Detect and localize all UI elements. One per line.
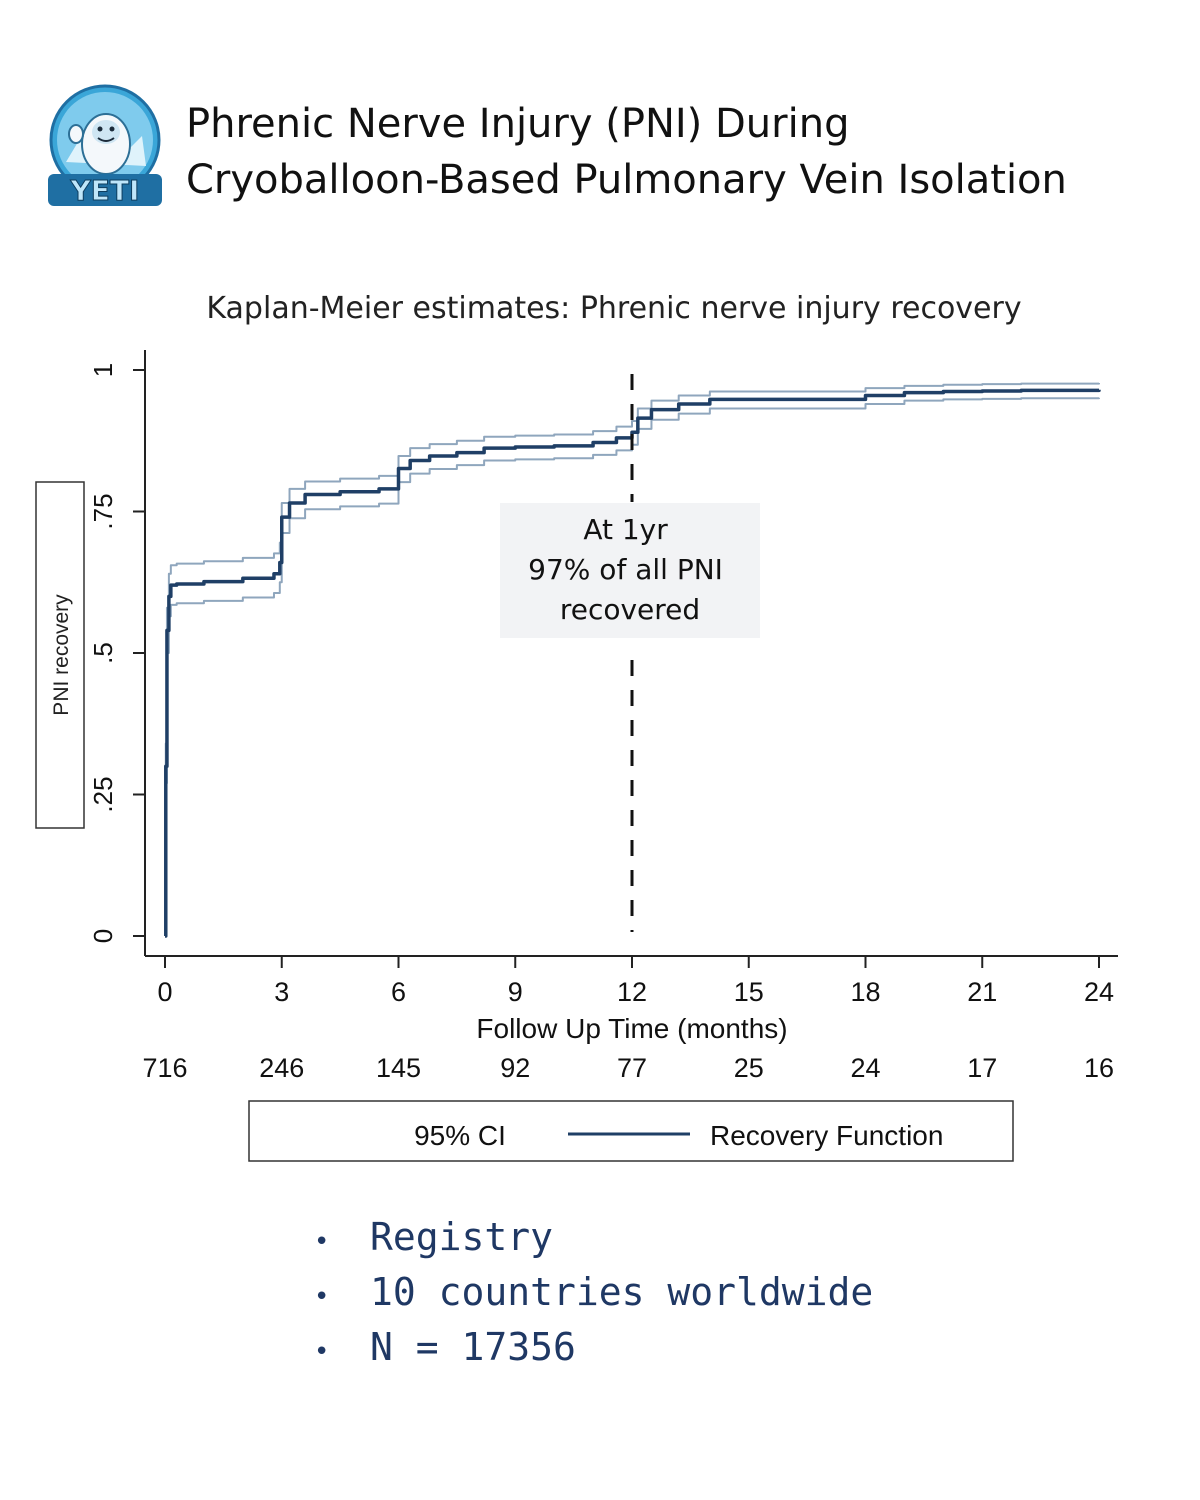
y-tick-label: 0 [88,929,118,943]
bullet-text: 10 countries worldwide [370,1270,874,1314]
x-tick-label: 0 [157,977,172,1007]
y-tick-label: .25 [88,776,118,812]
x-tick-label: 24 [1084,977,1114,1007]
at-risk-count: 145 [376,1053,421,1083]
bullet-marker: • [314,1337,330,1367]
svg-text:At 1yr 97% of all PNI: At 1yr 97% of all PNI recovered [528,513,732,626]
y-label-box [35,481,85,829]
page-title-line-1: Phrenic Nerve Injury (PNI) During [186,101,850,147]
at-risk-count: 17 [967,1053,997,1083]
km-chart: Kaplan-Meier estimates: Phrenic nerve in… [35,291,1118,1162]
page-title-line-2: Cryoballoon-Based Pulmonary Vein Isolati… [186,157,1067,203]
bullet-text: N = 17356 [370,1325,576,1369]
at-risk-count: 92 [500,1053,530,1083]
annotation-line-1: At 1yr [583,513,668,546]
legend-item-ci: 95% CI [414,1120,506,1151]
chart-title: Kaplan-Meier estimates: Phrenic nerve in… [206,291,1021,326]
y-ticks: 0 .25 .5 .75 1 [88,363,145,943]
logo-text: YETI [70,174,140,207]
x-tick-label: 12 [617,977,647,1007]
number-at-risk: 716 246 145 92 77 25 24 17 16 [142,1053,1114,1083]
ci-band-line [164,382,1100,935]
y-tick-label: .75 [88,493,118,529]
legend: 95% CI Recovery Function [248,1100,1014,1162]
yeti-logo: YETI [48,84,162,208]
page-title: Phrenic Nerve Injury (PNI) During Cryoba… [186,96,1067,208]
x-tick-label: 15 [734,977,764,1007]
y-tick-label: 1 [88,363,118,377]
recovery-function-line [164,388,1101,938]
list-item: • Registry [300,1212,873,1267]
annotation-box [500,503,760,638]
bullet-list: • Registry • 10 countries worldwide • N = 1… [300,1212,873,1377]
at-risk-count: 716 [142,1053,187,1083]
annotation: At 1yr 97% of all PNI recovered [500,503,760,638]
x-tick-label: 9 [508,977,523,1007]
list-item: • N = 17356 [300,1322,873,1377]
x-ticks: 0 3 6 9 12 15 18 21 24 [157,956,1114,1007]
ci-band-line [164,397,1100,937]
x-tick-label: 18 [850,977,880,1007]
at-risk-count: 24 [850,1053,880,1083]
y-axis-label: PNI recovery [50,594,73,716]
bullet-marker: • [314,1227,330,1257]
y-tick-label: .5 [88,642,118,664]
at-risk-count: 25 [734,1053,764,1083]
x-tick-label: 21 [967,977,997,1007]
legend-item-recovery: Recovery Function [710,1120,943,1151]
annotation-line-3: recovered [560,593,700,626]
bullet-marker: • [314,1282,330,1312]
annotation-line-2: 97% of all PNI [528,553,723,586]
legend-box [248,1100,1014,1162]
at-risk-count: 16 [1084,1053,1114,1083]
list-item: • 10 countries worldwide [300,1267,873,1322]
x-axis-label: Follow Up Time (months) [476,1013,787,1044]
series-lines [164,382,1101,938]
at-risk-count: 77 [617,1053,647,1083]
at-risk-count: 246 [259,1053,304,1083]
x-tick-label: 3 [274,977,289,1007]
x-tick-label: 6 [391,977,406,1007]
bullet-text: Registry [370,1215,554,1259]
